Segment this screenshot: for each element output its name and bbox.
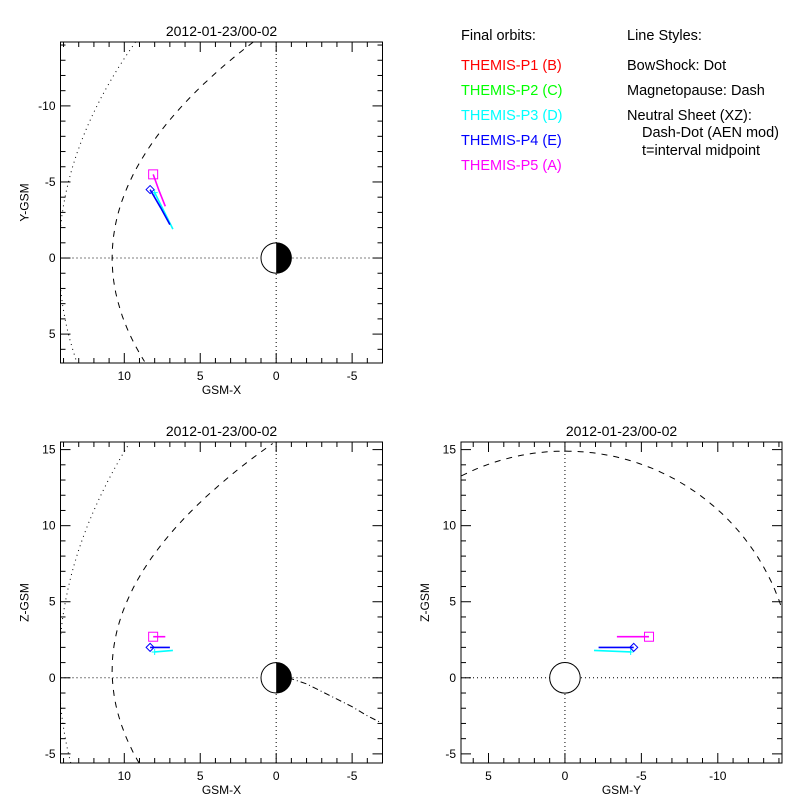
bowshock-line (60, 42, 136, 362)
x-tick-label: 0 (273, 369, 280, 383)
plot-area (461, 442, 782, 763)
legend-style-dashdot: Dash-Dot (AEN mod) (642, 125, 779, 141)
legend-style-bowshock: BowShock: Dot (627, 58, 726, 74)
orbit-themis-p3 (154, 649, 173, 653)
legend-style-magnetopause: Magnetopause: Dash (627, 83, 765, 99)
plot-title: 2012-01-23/00-02 (566, 423, 678, 439)
legend-probe-p1: THEMIS-P1 (B) (461, 58, 562, 74)
y-tick-label: 5 (49, 595, 56, 609)
y-tick-label: 10 (42, 519, 56, 533)
y-axis-label: Y-GSM (18, 183, 32, 221)
legend-probe-p4: THEMIS-P4 (E) (461, 133, 562, 149)
marker-diamond-themis-p4 (629, 642, 639, 653)
y-tick-label: 10 (443, 519, 457, 533)
marker-diamond-themis-p4 (145, 642, 155, 653)
legend-line-styles: Line Styles: BowShock: Dot Magnetopause:… (627, 28, 779, 159)
x-tick-label: 0 (273, 769, 280, 783)
marker-plus-themis-p3 (627, 648, 634, 655)
magnetopause-line (111, 42, 254, 362)
y-tick-label: 0 (49, 251, 56, 265)
y-tick-label: -10 (38, 99, 56, 113)
legend-style-midpoint: t=interval midpoint (642, 143, 760, 159)
y-tick-label: 5 (449, 595, 456, 609)
magnetopause-line (111, 443, 273, 763)
x-tick-label: 10 (118, 769, 132, 783)
plot-title: 2012-01-23/00-02 (166, 423, 278, 439)
neutral-sheet-line (288, 677, 383, 724)
plot-area (60, 42, 383, 363)
y-tick-label: -5 (45, 175, 56, 189)
orbit-themis-p3 (593, 649, 631, 653)
y-axis-label: Z-GSM (18, 583, 32, 622)
x-tick-label: 10 (118, 369, 132, 383)
orbit-themis-p4 (149, 189, 171, 225)
marker-square-themis-p5 (148, 169, 159, 180)
x-axis-label: GSM-Y (602, 783, 641, 797)
legend-probe-p2: THEMIS-P2 (C) (461, 83, 563, 99)
bowshock-line (60, 443, 130, 763)
x-tick-label: 5 (485, 769, 492, 783)
y-axis-label: Z-GSM (418, 583, 432, 622)
marker-square-themis-p5 (644, 631, 655, 642)
magnetopause-line (461, 450, 782, 608)
x-axis-label: GSM-X (202, 383, 241, 397)
y-tick-label: 0 (49, 671, 56, 685)
y-tick-label: -5 (445, 747, 456, 761)
x-tick-label: -5 (347, 769, 358, 783)
x-tick-label: 5 (197, 369, 204, 383)
orbit-themis-p5 (152, 174, 167, 207)
earth-nightside (276, 662, 292, 693)
y-tick-label: -5 (45, 747, 56, 761)
y-tick-label: 15 (42, 443, 56, 457)
plot-panel-1: 10 5 0 -5 -10 -5 0 5 2012-01-23/00-02 GSM-X Y-GSM (18, 23, 383, 397)
y-tick-label: 15 (443, 443, 457, 457)
earth-nightside (276, 242, 292, 274)
y-tick-label: 0 (449, 671, 456, 685)
plot-panel-3: 5 0 -5 -10 15 10 5 0 -5 2012-01-23/00-02 GSM-Y Z-GS… (418, 423, 783, 797)
x-tick-label: -5 (347, 369, 358, 383)
x-tick-label: 0 (562, 769, 569, 783)
plot-frame (60, 441, 383, 764)
y-tick-label: 5 (49, 327, 56, 341)
x-tick-label: 5 (197, 769, 204, 783)
x-tick-label: -5 (636, 769, 647, 783)
marker-square-themis-p5 (148, 631, 159, 642)
x-tick-label: -10 (709, 769, 727, 783)
legend-probe-p5: THEMIS-P5 (A) (461, 158, 562, 174)
plot-frame (60, 41, 383, 364)
plot-frame (460, 441, 783, 764)
plot-panel-2: 10 5 0 -5 15 10 5 0 -5 2012-01-23/00-02 GSM-X Z-GSM (18, 423, 383, 797)
plots: 10 5 0 -5-10-5052012-01-23/00-02GSM-XY-GSM1… (18, 23, 783, 797)
marker-diamond-themis-p4 (145, 184, 155, 195)
legend-probe-p3: THEMIS-P3 (D) (461, 108, 563, 124)
marker-plus-themis-p3 (151, 648, 158, 655)
x-axis-label: GSM-X (202, 783, 241, 797)
earth-icon (549, 662, 581, 694)
legend-orbits: Final orbits: THEMIS-P1 (B) THEMIS-P2 (C… (461, 28, 563, 174)
legend-orbits-title: Final orbits: (461, 28, 536, 44)
plot-title: 2012-01-23/00-02 (166, 23, 278, 39)
legend-style-neutral-sheet: Neutral Sheet (XZ): (627, 108, 752, 124)
plot-area (60, 442, 383, 763)
legend-styles-title: Line Styles: (627, 28, 702, 44)
